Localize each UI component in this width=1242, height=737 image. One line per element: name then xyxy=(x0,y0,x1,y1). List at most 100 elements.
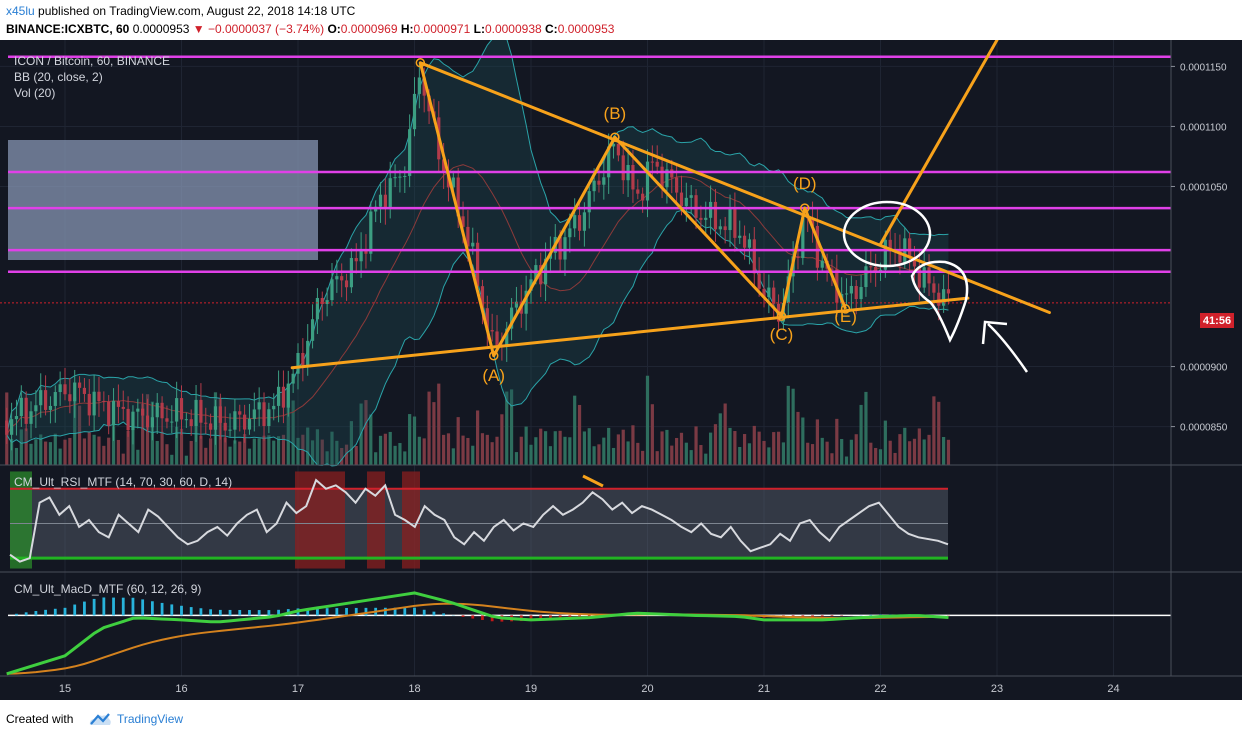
candle-body xyxy=(655,161,659,167)
candle-body xyxy=(29,411,33,424)
volume-bar xyxy=(514,452,519,465)
publisher-link[interactable]: x45lu xyxy=(6,4,35,18)
candle-body xyxy=(660,166,664,188)
candle-body xyxy=(247,418,252,430)
macd-histogram-bar xyxy=(218,609,222,616)
volume-bar xyxy=(820,437,824,465)
macd-histogram-bar xyxy=(15,613,18,616)
candle-body xyxy=(131,411,135,431)
candle-body xyxy=(505,328,509,346)
volume-bar xyxy=(408,414,412,465)
rsi-line xyxy=(9,478,949,563)
macd-histogram-bar xyxy=(24,612,28,616)
volume-bar xyxy=(548,446,553,465)
candle-body xyxy=(77,382,82,388)
candle-body xyxy=(141,408,145,416)
volume-bar xyxy=(582,431,586,465)
symbol-info: BINANCE:ICXBTC, 60 0.0000953 ▼ −0.000003… xyxy=(6,22,614,36)
volume-bar xyxy=(568,437,572,465)
candle-body xyxy=(184,419,188,421)
volume-bar xyxy=(922,439,926,465)
macd-histogram-bar xyxy=(199,608,203,616)
volume-bar xyxy=(859,404,863,465)
candle-body xyxy=(611,143,616,147)
macd-histogram-bar xyxy=(568,615,572,619)
volume-bar xyxy=(262,435,266,465)
volume-bar xyxy=(577,404,582,465)
volume-bar xyxy=(82,438,87,465)
volume-bar xyxy=(476,410,480,465)
published-text: published on TradingView.com, August 22,… xyxy=(38,4,356,18)
wave-label: (D) xyxy=(793,174,817,193)
candle-body xyxy=(58,384,62,393)
candle-body xyxy=(121,406,125,409)
volume-bar xyxy=(742,434,747,465)
volume-bar xyxy=(747,443,752,465)
candle-body xyxy=(262,402,266,427)
volume-bar xyxy=(641,450,645,465)
candle-body xyxy=(209,423,213,430)
candle-body xyxy=(912,258,917,267)
volume-bar xyxy=(878,449,883,465)
time-tick-label: 24 xyxy=(1107,683,1119,695)
volume-bar xyxy=(281,434,286,465)
chart-header: x45lu published on TradingView.com, Augu… xyxy=(0,0,1242,40)
volume-bar xyxy=(932,396,936,465)
chart-footer: Created with TradingView xyxy=(0,700,1242,737)
candle-body xyxy=(393,177,397,179)
volume-bar xyxy=(306,427,310,465)
volume-bar xyxy=(422,438,426,465)
price-chart[interactable]: 0.00011580.00010620.00010320.00009970.00… xyxy=(0,40,1242,700)
candle-body xyxy=(810,217,815,226)
wave-pivot-point xyxy=(800,203,810,213)
candle-body xyxy=(179,398,184,420)
volume-bar xyxy=(442,434,446,465)
volume-bar xyxy=(34,439,38,465)
price-change: ▼ −0.0000037 (−3.74%) xyxy=(192,22,325,36)
candle-body xyxy=(189,419,193,427)
ascending-trendline xyxy=(290,296,970,370)
macd-histogram-bar xyxy=(811,615,814,617)
candle-body xyxy=(490,330,494,332)
volume-bar xyxy=(728,427,732,465)
low-value: 0.0000938 xyxy=(484,22,542,36)
candle-body xyxy=(238,411,242,415)
candle-body xyxy=(456,177,460,217)
volume-bar xyxy=(10,438,14,465)
volume-bars xyxy=(5,375,951,465)
rsi-marker-dash xyxy=(582,474,604,488)
candle-body xyxy=(883,239,887,270)
rsi-overbought-highlight xyxy=(402,471,420,569)
volume-bar xyxy=(378,435,383,465)
open-label: O: xyxy=(327,22,341,36)
macd-histogram-bar xyxy=(364,607,368,616)
volume-bar xyxy=(175,426,179,465)
wave-pivot-point xyxy=(610,132,620,142)
volume-bar xyxy=(835,418,839,465)
wave-pivot-point xyxy=(776,311,787,321)
volume-bar xyxy=(699,445,703,465)
volume-bar xyxy=(587,428,591,465)
time-tick-label: 17 xyxy=(292,683,304,695)
candle-body xyxy=(645,161,650,201)
volume-bar xyxy=(97,436,101,465)
tradingview-link[interactable]: TradingView xyxy=(117,712,184,726)
volume-bar xyxy=(500,414,504,465)
candle-body xyxy=(150,417,154,428)
volume-bar xyxy=(675,437,679,465)
candle-body xyxy=(364,249,368,254)
candle-body xyxy=(315,297,320,320)
candle-body xyxy=(587,191,591,213)
macd-histogram-bar xyxy=(316,608,319,616)
price-tick-label: 0.0001050 xyxy=(1180,182,1228,193)
candle-body xyxy=(68,394,72,402)
volume-bar xyxy=(796,411,800,465)
volume-bar xyxy=(272,440,276,465)
macd-histogram-bar xyxy=(209,609,213,616)
candle-body xyxy=(344,280,349,288)
volume-bar xyxy=(330,431,334,465)
volume-bar xyxy=(767,447,771,465)
candle-body xyxy=(801,217,805,259)
rsi-label: CM_Ult_RSI_MTF (14, 70, 30, 60, D, 14) xyxy=(14,475,232,489)
candle-body xyxy=(466,226,470,247)
